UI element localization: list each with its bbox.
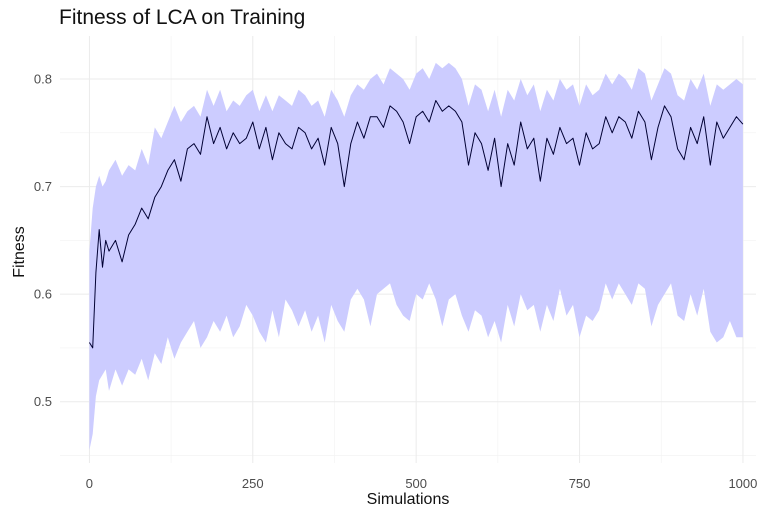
mean-fitness-line — [88, 100, 744, 349]
tick-labels: 0 250 500 750 1000 0.5 0.6 0.7 0.8 — [34, 72, 757, 491]
y-tick-label: 0.7 — [34, 179, 52, 194]
x-tick-label: 1000 — [728, 476, 757, 491]
y-tick-label: 0.5 — [34, 394, 52, 409]
y-tick-label: 0.8 — [34, 72, 52, 87]
confidence-band-layer — [89, 62, 743, 451]
x-tick-label: 750 — [569, 476, 591, 491]
x-axis-label: Simulations — [366, 491, 450, 508]
confidence-band — [89, 62, 743, 451]
x-tick-label: 500 — [405, 476, 427, 491]
y-tick-label: 0.6 — [34, 287, 52, 302]
x-tick-label: 250 — [242, 476, 264, 491]
mean-line-layer — [88, 100, 744, 349]
x-tick-label: 0 — [86, 476, 93, 491]
chart-title: Fitness of LCA on Training — [59, 6, 306, 29]
y-axis-label: Fitness — [11, 226, 28, 278]
